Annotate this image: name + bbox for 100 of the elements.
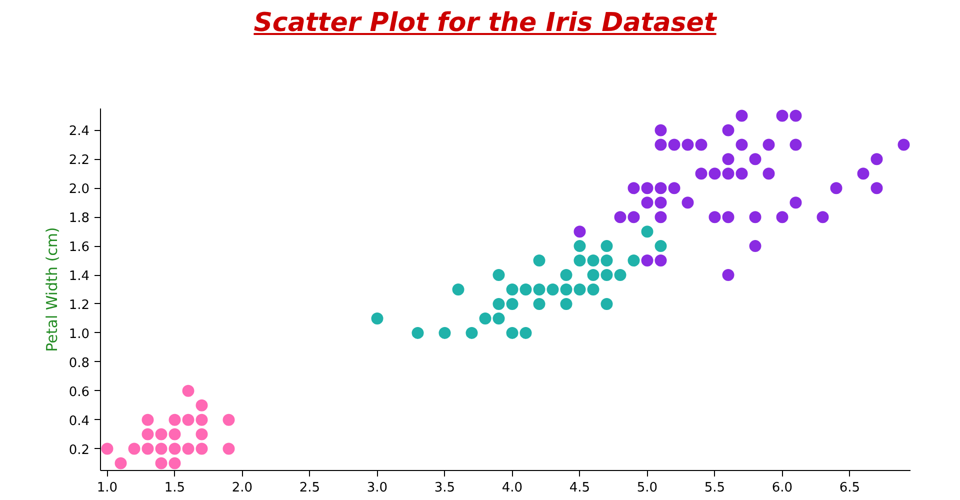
- point: [654, 196, 667, 209]
- point: [641, 182, 654, 194]
- point: [614, 269, 626, 282]
- point: [600, 254, 613, 267]
- point: [749, 211, 762, 224]
- point: [142, 428, 154, 440]
- point: [587, 254, 600, 267]
- point: [654, 211, 667, 224]
- x-tick-label: 3.5: [434, 480, 456, 496]
- point: [762, 168, 775, 180]
- point: [574, 284, 586, 296]
- point: [668, 138, 680, 151]
- y-tick-label: 2.2: [68, 153, 90, 168]
- y-tick-label: 1.8: [68, 211, 90, 226]
- point: [196, 442, 208, 455]
- point: [574, 240, 586, 252]
- point: [506, 298, 518, 310]
- point: [682, 196, 694, 209]
- point: [722, 269, 734, 282]
- y-tick-label: 1.6: [68, 240, 90, 256]
- y-tick-label: 0.4: [68, 414, 90, 429]
- y-tick-label: 0.8: [68, 356, 90, 371]
- point: [898, 138, 910, 151]
- point: [790, 110, 802, 122]
- point: [654, 182, 667, 194]
- x-tick-label: 5.0: [636, 480, 658, 496]
- x-tick-label: 5.5: [704, 480, 726, 496]
- point: [168, 428, 181, 440]
- x-tick-label: 3.0: [366, 480, 388, 496]
- point: [736, 168, 748, 180]
- point: [749, 240, 762, 252]
- point: [600, 240, 613, 252]
- point: [641, 226, 654, 238]
- x-tick-label: 6.5: [839, 480, 860, 496]
- point: [654, 138, 667, 151]
- point: [722, 124, 734, 136]
- point: [520, 284, 532, 296]
- point: [816, 211, 829, 224]
- y-tick-label: 2.0: [68, 182, 90, 198]
- point: [736, 138, 748, 151]
- point: [870, 182, 883, 194]
- point: [708, 211, 721, 224]
- point: [101, 442, 114, 455]
- point: [654, 240, 667, 252]
- point: [668, 182, 680, 194]
- point: [857, 168, 870, 180]
- point: [614, 211, 626, 224]
- point: [641, 254, 654, 267]
- point: [196, 399, 208, 412]
- x-tick-label: 1.5: [164, 480, 186, 496]
- point: [830, 182, 842, 194]
- point: [182, 414, 194, 426]
- point: [560, 284, 572, 296]
- point: [600, 298, 613, 310]
- point: [155, 428, 168, 440]
- x-tick-label: 4.5: [569, 480, 590, 496]
- point: [722, 211, 734, 224]
- point: [574, 226, 586, 238]
- point: [168, 457, 181, 470]
- y-tick-label: 2.4: [68, 124, 90, 140]
- point: [520, 326, 532, 339]
- point: [695, 138, 708, 151]
- point: [722, 168, 734, 180]
- point: [790, 196, 802, 209]
- point: [790, 138, 802, 151]
- point: [182, 384, 194, 397]
- point: [466, 326, 478, 339]
- x-tick-label: 2.5: [299, 480, 320, 496]
- y-tick-label: 1.2: [68, 298, 90, 313]
- point: [155, 457, 168, 470]
- point: [128, 442, 140, 455]
- point: [506, 284, 518, 296]
- point: [533, 284, 546, 296]
- point: [182, 442, 194, 455]
- point: [533, 298, 546, 310]
- point: [222, 414, 235, 426]
- point: [708, 168, 721, 180]
- point: [492, 312, 505, 324]
- x-tick-label: 2.0: [232, 480, 253, 496]
- point: [533, 254, 546, 267]
- point: [628, 254, 640, 267]
- point: [412, 326, 424, 339]
- point: [776, 110, 788, 122]
- point: [682, 138, 694, 151]
- point: [574, 254, 586, 267]
- point: [196, 428, 208, 440]
- point: [587, 269, 600, 282]
- point: [371, 312, 384, 324]
- point: [196, 414, 208, 426]
- point: [762, 138, 775, 151]
- point: [142, 414, 154, 426]
- y-tick-label: 1.4: [68, 269, 90, 284]
- point: [438, 326, 451, 339]
- x-tick-label: 4.0: [502, 480, 523, 496]
- point: [114, 457, 127, 470]
- chart-title: Scatter Plot for the Iris Dataset: [252, 7, 718, 40]
- point: [628, 211, 640, 224]
- x-tick-label: 6.0: [772, 480, 793, 496]
- point: [560, 298, 572, 310]
- point: [492, 298, 505, 310]
